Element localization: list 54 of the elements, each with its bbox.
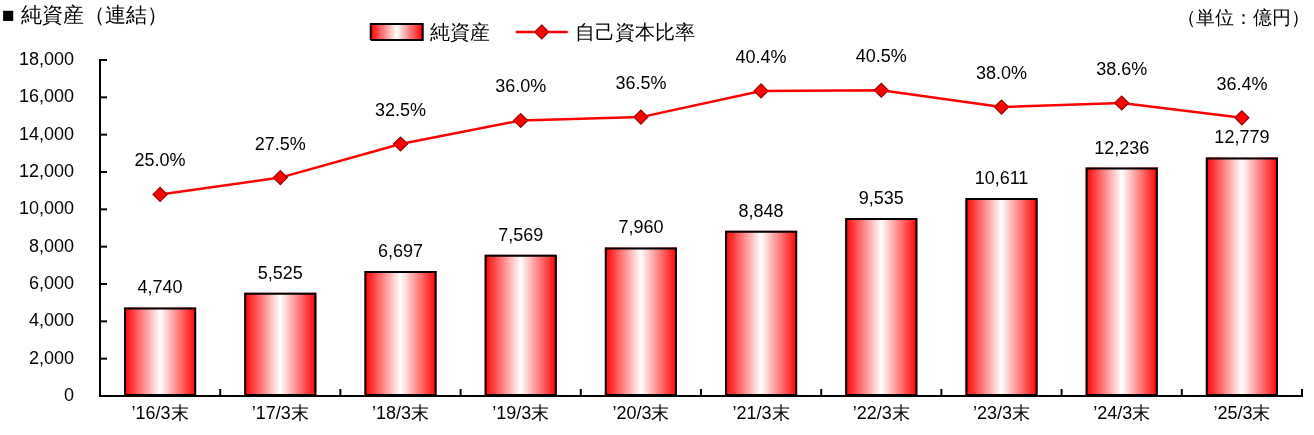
point bbox=[873, 82, 889, 98]
x-tick-label: ’22/3末 bbox=[852, 402, 910, 423]
x-tick-label: ’19/3末 bbox=[492, 402, 550, 423]
data-label: 40.4% bbox=[735, 46, 787, 67]
data-label: 12,236 bbox=[1094, 137, 1150, 158]
data-label: 5,525 bbox=[257, 262, 303, 283]
x-tick-label: ’25/3末 bbox=[1213, 402, 1271, 423]
point bbox=[633, 109, 649, 125]
x-tick-label: ’18/3末 bbox=[371, 402, 430, 423]
x-tick-label: ’16/3末 bbox=[131, 402, 189, 423]
point bbox=[1234, 110, 1250, 126]
point bbox=[513, 112, 529, 129]
point bbox=[753, 83, 769, 99]
data-label: 7,960 bbox=[618, 217, 664, 238]
y-tick-label: 12,000 bbox=[18, 160, 74, 181]
x-tick-label: ’17/3末 bbox=[251, 402, 309, 423]
x-tick-label: ’23/3末 bbox=[972, 402, 1031, 423]
data-label: 32.5% bbox=[374, 99, 427, 120]
point bbox=[993, 99, 1010, 115]
data-label: 25.0% bbox=[134, 150, 186, 171]
data-label: 27.5% bbox=[254, 133, 306, 154]
data-label: 38.0% bbox=[975, 63, 1028, 84]
data-label: 6,697 bbox=[377, 240, 424, 261]
data-label: 9,535 bbox=[858, 187, 904, 208]
y-tick-label: 16,000 bbox=[18, 86, 74, 107]
data-label: 40.5% bbox=[855, 46, 907, 67]
legend-label: 純資産 bbox=[429, 20, 490, 43]
x-tick-label: ’20/3末 bbox=[612, 402, 670, 423]
x-tick-label: ’24/3末 bbox=[1093, 402, 1151, 423]
y-tick-label: 10,000 bbox=[18, 198, 74, 219]
point bbox=[392, 136, 409, 152]
point bbox=[152, 186, 168, 202]
y-tick-label: 18,000 bbox=[18, 48, 74, 69]
point bbox=[272, 170, 288, 186]
legend-label: 自己資本比率 bbox=[574, 20, 695, 43]
chart-title: ■ 純資産（連結） bbox=[2, 2, 168, 28]
data-label: 36.0% bbox=[495, 76, 547, 97]
y-tick-label: 8,000 bbox=[28, 235, 74, 256]
data-label: 12,779 bbox=[1214, 127, 1270, 148]
y-tick-label: 0 bbox=[63, 384, 74, 405]
y-tick-label: 14,000 bbox=[18, 123, 74, 144]
data-label: 8,848 bbox=[738, 200, 784, 221]
data-label: 36.4% bbox=[1216, 73, 1268, 94]
point bbox=[1114, 95, 1130, 111]
data-label: 4,740 bbox=[137, 277, 183, 298]
y-tick-label: 6,000 bbox=[28, 272, 74, 293]
y-tick-label: 2,000 bbox=[28, 347, 74, 368]
y-tick-label: 4,000 bbox=[28, 310, 74, 331]
data-label: 38.6% bbox=[1096, 58, 1148, 79]
data-label: 36.5% bbox=[615, 73, 667, 94]
x-tick-label: ’21/3末 bbox=[732, 402, 790, 423]
text: （単位：億円） bbox=[1177, 6, 1310, 30]
data-label: 7,569 bbox=[498, 224, 544, 245]
data-label: 10,611 bbox=[974, 167, 1029, 188]
